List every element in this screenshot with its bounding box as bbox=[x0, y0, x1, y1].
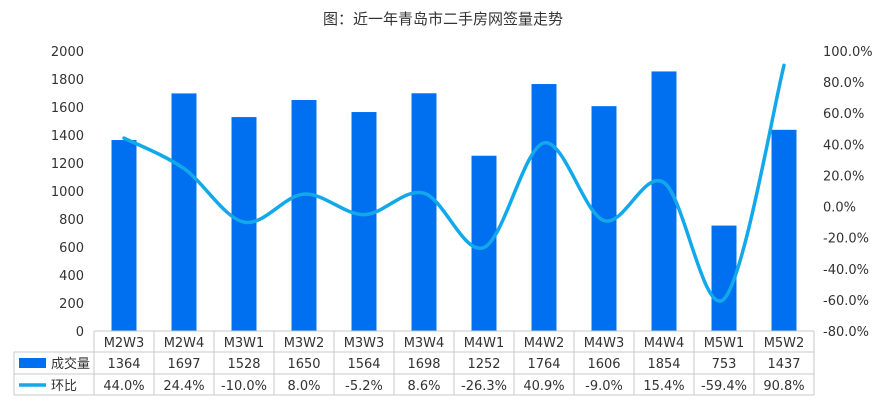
bar-data-label: 1698 bbox=[407, 357, 440, 372]
left-axis-tick-label: 1400 bbox=[51, 129, 84, 144]
left-axis-tick-label: 600 bbox=[59, 241, 84, 256]
line-data-label: 44.0% bbox=[103, 379, 144, 394]
legend-swatch-bar bbox=[19, 358, 46, 368]
line-data-label: 90.8% bbox=[763, 379, 804, 394]
line-data-label: 24.4% bbox=[163, 379, 204, 394]
left-axis-tick-label: 0 bbox=[76, 325, 84, 340]
right-axis-tick-label: 80.0% bbox=[823, 76, 864, 91]
left-axis: 0 200 400 600 800 1000 1200 1400 1600 1800 2000 bbox=[51, 45, 84, 340]
bar-data-label: 1437 bbox=[767, 357, 800, 372]
bar bbox=[411, 93, 437, 331]
right-axis-tick-label: -40.0% bbox=[823, 263, 869, 278]
right-axis-tick-label: 100.0% bbox=[823, 45, 873, 60]
x-axis-tick-label: M3W1 bbox=[224, 336, 265, 351]
bar bbox=[471, 155, 497, 331]
line-data-label: -5.2% bbox=[345, 379, 383, 394]
x-axis-tick-label: M2W4 bbox=[164, 336, 205, 351]
left-axis-tick-label: 1600 bbox=[51, 101, 84, 116]
x-axis-tick-label: M4W2 bbox=[524, 336, 565, 351]
bar bbox=[771, 129, 797, 331]
right-axis-tick-label: -60.0% bbox=[823, 294, 869, 309]
bar bbox=[651, 71, 677, 331]
bar-data-label: 1650 bbox=[287, 357, 320, 372]
left-axis-tick-label: 1800 bbox=[51, 73, 84, 88]
left-axis-tick-label: 800 bbox=[59, 213, 84, 228]
bar-data-label: 1528 bbox=[227, 357, 260, 372]
right-axis-tick-label: -20.0% bbox=[823, 232, 869, 247]
left-axis-tick-label: 2000 bbox=[51, 45, 84, 60]
line-data-label: 15.4% bbox=[643, 379, 684, 394]
bar-data-label: 1854 bbox=[647, 357, 680, 372]
bar-data-label: 1364 bbox=[107, 357, 140, 372]
data-table: M2W3 M2W4 M3W1 M3W2 M3W3 M3W4 M4W1 M4W2 M4W3 M4W4… bbox=[13, 330, 815, 396]
bar bbox=[531, 84, 557, 331]
x-axis-tick-label: M3W4 bbox=[404, 336, 445, 351]
x-axis-tick-label: M4W3 bbox=[584, 336, 625, 351]
chart-title: 图：近一年青岛市二手房网签量走势 bbox=[323, 10, 563, 28]
bar-data-label: 753 bbox=[712, 357, 737, 372]
legend-label-line: 环比 bbox=[51, 379, 77, 394]
line-data-label: -26.3% bbox=[461, 379, 507, 394]
bar-data-label: 1697 bbox=[167, 357, 200, 372]
x-axis-tick-label: M5W2 bbox=[764, 336, 805, 351]
bar bbox=[711, 225, 737, 331]
bar bbox=[171, 93, 197, 331]
bar bbox=[351, 112, 377, 331]
bar-data-label: 1764 bbox=[527, 357, 560, 372]
line-data-label: 8.6% bbox=[407, 379, 440, 394]
line-data-label: -10.0% bbox=[221, 379, 267, 394]
bar bbox=[111, 140, 137, 331]
x-axis-tick-label: M3W2 bbox=[284, 336, 325, 351]
right-axis-tick-label: 0.0% bbox=[823, 201, 856, 216]
right-axis-tick-label: -80.0% bbox=[823, 325, 869, 340]
bar-data-label: 1252 bbox=[467, 357, 500, 372]
left-axis-tick-label: 1000 bbox=[51, 185, 84, 200]
bar bbox=[231, 117, 257, 331]
x-axis-tick-label: M3W3 bbox=[344, 336, 385, 351]
x-axis-tick-label: M4W1 bbox=[464, 336, 505, 351]
line-data-label: -59.4% bbox=[701, 379, 747, 394]
x-axis-tick-label: M4W4 bbox=[644, 336, 685, 351]
line-data-label: 40.9% bbox=[523, 379, 564, 394]
right-axis-tick-label: 40.0% bbox=[823, 138, 864, 153]
left-axis-tick-label: 200 bbox=[59, 297, 84, 312]
legend-label-bar: 成交量 bbox=[51, 356, 90, 372]
bar-data-label: 1606 bbox=[587, 357, 620, 372]
x-axis-tick-label: M2W3 bbox=[104, 336, 145, 351]
right-axis-tick-label: 60.0% bbox=[823, 107, 864, 122]
bar-data-label: 1564 bbox=[347, 357, 380, 372]
left-axis-tick-label: 1200 bbox=[51, 157, 84, 172]
line-path bbox=[122, 63, 786, 303]
left-axis-tick-label: 400 bbox=[59, 269, 84, 284]
right-axis-tick-label: 20.0% bbox=[823, 169, 864, 184]
line-data-label: -9.0% bbox=[585, 379, 623, 394]
line-series bbox=[122, 63, 786, 303]
line-data-label: 8.0% bbox=[287, 379, 320, 394]
x-axis-tick-label: M5W1 bbox=[704, 336, 745, 351]
right-axis: -80.0% -60.0% -40.0% -20.0% 0.0% 20.0% 40.0% 60… bbox=[823, 45, 873, 340]
bar-series bbox=[111, 71, 797, 331]
bar bbox=[291, 100, 317, 331]
